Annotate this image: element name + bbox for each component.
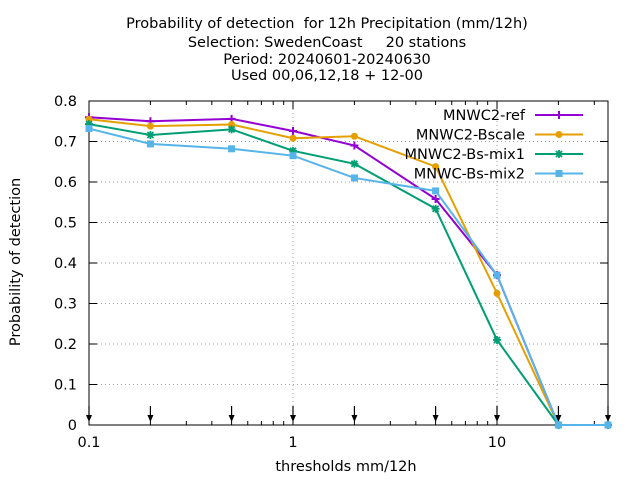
data-point — [555, 150, 563, 158]
data-point — [431, 195, 440, 204]
series-MNWC-Bs-mix2 — [85, 125, 612, 429]
y-tick-label: 0.5 — [54, 216, 77, 232]
x-axis-title: thresholds mm/12h — [275, 459, 416, 475]
legend-label: MNWC2-ref — [443, 108, 526, 124]
y-tick-label: 0.7 — [54, 135, 77, 151]
data-point — [289, 146, 298, 155]
threshold-arrow-head — [494, 415, 501, 422]
threshold-arrow-head — [555, 415, 562, 422]
series-line — [88, 127, 608, 426]
chart-title-line-4: Used 00,06,12,18 + 12-00 — [230, 68, 424, 84]
threshold-arrow-head — [432, 415, 439, 422]
series-layer — [85, 113, 612, 429]
data-point — [228, 145, 236, 153]
axes-layer: 00.10.20.30.40.50.60.70.80.1 1 10 — [54, 94, 611, 451]
threshold-arrow-head — [228, 415, 235, 422]
data-point — [554, 421, 562, 429]
y-tick-label: 0.6 — [54, 175, 77, 191]
chart-title-line-3: Period: 20240601-20240630 — [223, 52, 431, 68]
threshold-arrow-head — [351, 415, 358, 422]
plot-border — [88, 100, 609, 426]
data-point — [555, 131, 563, 138]
data-point — [228, 120, 236, 128]
data-point — [85, 120, 93, 129]
data-point — [431, 204, 440, 213]
x-tick-label: 10 — [488, 435, 506, 451]
threshold-arrow-head — [147, 415, 154, 422]
chart-title-line-1: Probability of detection for 12h Precipi… — [126, 16, 528, 32]
data-point — [493, 289, 501, 297]
y-tick-label: 0.1 — [54, 378, 77, 394]
data-point — [146, 122, 154, 130]
chart-title-line-2: Selection: SwedenCoast 20 stations — [187, 35, 467, 51]
x-tick-label: 0.1 — [77, 435, 100, 451]
y-tick-label: 0.4 — [54, 256, 77, 272]
data-point — [350, 141, 359, 150]
y-tick-label: 0 — [68, 418, 77, 434]
y-axis-title: Probability of detection — [8, 178, 24, 346]
data-point — [555, 170, 563, 177]
data-point — [432, 163, 440, 171]
data-point — [146, 131, 155, 140]
data-point — [604, 421, 612, 429]
data-point — [493, 271, 501, 279]
legend-label: MNWC2-Bscale — [416, 128, 525, 144]
data-point — [350, 174, 358, 182]
data-point — [493, 335, 502, 344]
grid-layer — [89, 101, 608, 425]
series-line — [88, 118, 608, 426]
data-point — [289, 126, 298, 135]
data-point — [289, 152, 297, 160]
series-MNWC2-Bs-mix1 — [85, 120, 612, 429]
series-line — [88, 123, 608, 426]
data-point — [227, 125, 236, 134]
data-point — [555, 111, 563, 119]
legend: MNWC2-ref MNWC2-Bscale MNWC2-Bs-mix1 MNWC-B… — [405, 108, 583, 183]
y-tick-label: 0.8 — [54, 94, 77, 110]
y-tick-label: 0.2 — [54, 337, 77, 353]
data-point — [432, 187, 440, 195]
data-point — [350, 132, 358, 140]
data-point — [146, 140, 154, 148]
threshold-arrow-head — [290, 415, 297, 422]
y-tick-label: 0.3 — [54, 297, 77, 313]
threshold-arrow-head — [86, 415, 92, 422]
data-point — [85, 115, 93, 123]
threshold-arrow-head — [605, 415, 611, 422]
data-point — [289, 134, 297, 142]
x-tick-label: 1 — [288, 435, 297, 451]
legend-label: MNWC-Bs-mix2 — [414, 167, 525, 183]
legend-label: MNWC2-Bs-mix1 — [405, 147, 525, 163]
series-MNWC2-ref — [85, 113, 612, 429]
data-point — [350, 159, 359, 168]
data-point — [85, 125, 93, 133]
